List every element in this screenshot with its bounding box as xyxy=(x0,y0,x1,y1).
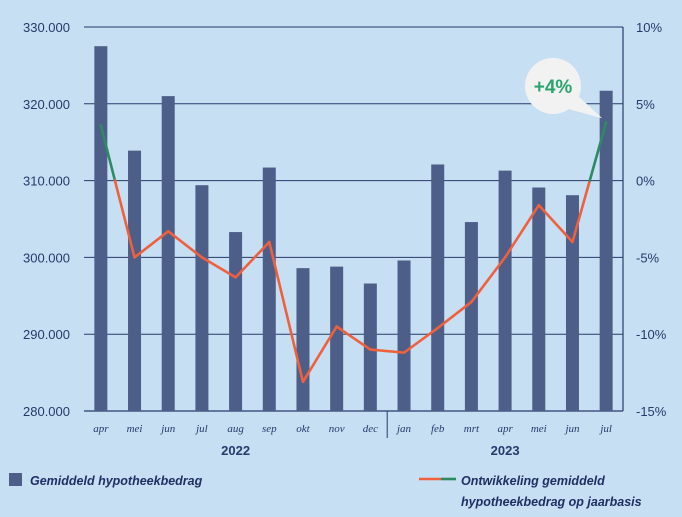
x-tick-label: jul xyxy=(598,423,612,435)
y-right-tick-label: 0% xyxy=(636,174,655,189)
line-segment xyxy=(166,229,204,259)
x-tick-label: sep xyxy=(262,423,277,435)
bar xyxy=(397,260,411,411)
y-right-tick-label: -15% xyxy=(636,404,667,419)
bar xyxy=(94,46,108,411)
line-segment xyxy=(470,256,507,304)
callout-bubble xyxy=(525,58,581,114)
bar xyxy=(330,266,344,411)
line-segment xyxy=(267,240,305,384)
x-tick-label: feb xyxy=(431,423,445,435)
x-tick-label: okt xyxy=(296,423,310,435)
bar xyxy=(161,96,175,412)
line-segment xyxy=(503,203,541,259)
line-segment xyxy=(99,124,117,182)
y-left-tick-label: 330.000 xyxy=(23,20,70,35)
x-tick-label: nov xyxy=(329,423,345,435)
bar xyxy=(464,222,478,411)
line-segment xyxy=(133,229,170,259)
bar xyxy=(565,195,579,411)
x-tick-label: mei xyxy=(531,423,547,435)
x-tick-label: mrt xyxy=(464,423,480,435)
y-left-tick-label: 300.000 xyxy=(23,250,70,265)
callout: +4% xyxy=(525,58,603,119)
bar xyxy=(532,187,546,411)
bar-series xyxy=(94,46,613,412)
y-right-tick-label: -10% xyxy=(636,327,667,342)
bar xyxy=(363,283,377,411)
x-tick-label: jun xyxy=(159,423,176,435)
line-segment xyxy=(588,120,608,182)
y-left-tick-label: 280.000 xyxy=(23,404,70,419)
line-segment xyxy=(234,240,271,279)
bar xyxy=(195,185,209,411)
axes: 280.000 -15% 290.000 -10% 300.000 -5% 310.000 0… xyxy=(23,20,667,458)
line-segment xyxy=(402,326,440,354)
line-segment xyxy=(113,179,136,259)
legend-bar-swatch xyxy=(9,473,22,486)
year-label: 2022 xyxy=(221,443,250,458)
callout-label: +4% xyxy=(534,77,573,98)
bar xyxy=(229,232,243,411)
bar xyxy=(128,150,142,411)
line-segment xyxy=(301,325,338,384)
y-left-tick-label: 320.000 xyxy=(23,97,70,112)
x-tick-label: mei xyxy=(127,423,143,435)
line-segment xyxy=(571,179,592,244)
bar xyxy=(599,90,613,411)
legend-bar-label: Gemiddeld hypotheekbedrag xyxy=(30,474,203,488)
x-tick-label: jan xyxy=(395,423,412,435)
legend: Gemiddeld hypotheekbedrag Ontwikkeling ge… xyxy=(9,473,642,509)
bar xyxy=(498,170,512,411)
bar xyxy=(431,164,445,411)
bar xyxy=(262,167,276,411)
line-segment xyxy=(200,256,237,279)
x-tick-label: apr xyxy=(93,423,109,435)
legend-line-label: Ontwikkeling gemiddeld xyxy=(461,474,605,488)
x-tick-label: jul xyxy=(194,423,208,435)
x-tick-label: jun xyxy=(563,423,580,435)
line-series xyxy=(99,120,608,384)
y-right-tick-label: -5% xyxy=(636,250,660,265)
line-segment xyxy=(537,203,574,244)
x-tick-label: aug xyxy=(227,423,244,435)
legend-line-label: hypotheekbedrag op jaarbasis xyxy=(461,495,642,509)
x-tick-label: dec xyxy=(363,423,378,435)
line-segment xyxy=(436,300,473,330)
line-segment xyxy=(335,325,372,351)
y-left-tick-label: 290.000 xyxy=(23,327,70,342)
y-left-tick-label: 310.000 xyxy=(23,174,70,189)
year-label: 2023 xyxy=(491,443,520,458)
line-segment xyxy=(369,348,406,354)
x-tick-label: apr xyxy=(497,423,513,435)
bar xyxy=(296,268,310,411)
y-right-tick-label: 10% xyxy=(636,20,662,35)
y-right-tick-label: 5% xyxy=(636,97,655,112)
